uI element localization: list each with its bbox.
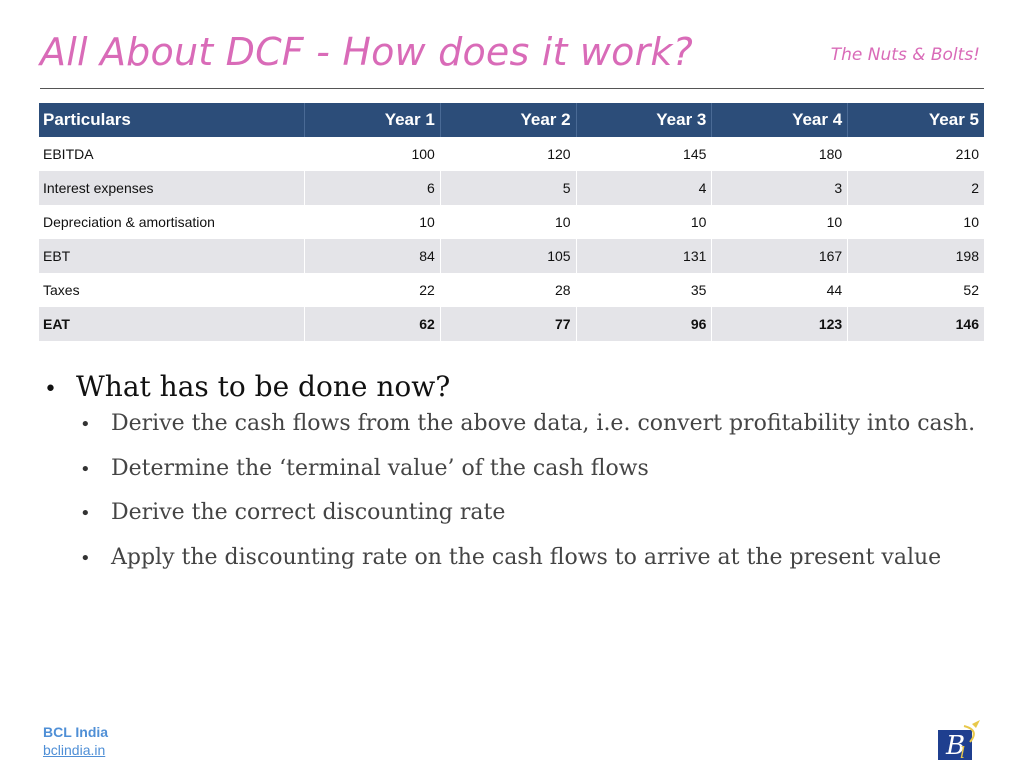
table-cell: 84 — [305, 239, 441, 273]
bullet-icon: • — [44, 377, 57, 402]
table-cell: 10 — [440, 205, 577, 239]
table-row: Depreciation & amortisation 10 10 10 10 … — [39, 205, 984, 239]
bullet-list: • What has to be done now? • Derive the … — [44, 370, 975, 589]
column-header: Year 4 — [712, 103, 849, 137]
bullet-icon: • — [80, 458, 91, 480]
table-cell: 120 — [440, 137, 577, 171]
row-label: Depreciation & amortisation — [39, 205, 305, 239]
row-label: EBITDA — [39, 137, 305, 171]
table-row: EBT 84 105 131 167 198 — [39, 239, 984, 273]
table-cell: 210 — [848, 137, 984, 171]
column-header: Year 2 — [440, 103, 577, 137]
bullet-text: Derive the cash flows from the above dat… — [111, 411, 976, 436]
table-row-total: EAT 62 77 96 123 146 — [39, 307, 984, 341]
table-cell: 35 — [576, 273, 713, 307]
title-divider — [40, 88, 984, 89]
footer-company-name: BCL India — [43, 724, 109, 740]
table-cell: 22 — [305, 273, 441, 307]
table-row: Interest expenses 6 5 4 3 2 — [39, 171, 984, 205]
table-cell: 77 — [440, 307, 577, 341]
table-cell: 6 — [305, 171, 441, 205]
table-cell: 4 — [576, 171, 713, 205]
table-header-row: Particulars Year 1 Year 2 Year 3 Year 4 … — [39, 103, 984, 137]
table-cell: 44 — [712, 273, 849, 307]
bullet-icon: • — [80, 547, 91, 569]
table-cell: 2 — [848, 171, 984, 205]
table-row: EBITDA 100 120 145 180 210 — [39, 137, 984, 171]
slide-title: All About DCF - How does it work? — [40, 30, 694, 74]
row-label: EBT — [39, 239, 305, 273]
table-cell: 52 — [848, 273, 984, 307]
list-item: • Determine the ‘terminal value’ of the … — [80, 456, 975, 501]
table-cell: 123 — [712, 307, 849, 341]
table-cell: 167 — [712, 239, 849, 273]
bullet-icon: • — [80, 503, 91, 524]
column-header: Year 5 — [848, 103, 984, 137]
table-cell: 62 — [305, 307, 441, 341]
table-cell: 180 — [712, 137, 849, 171]
bullet-text: Determine the ‘terminal value’ of the ca… — [111, 455, 649, 481]
bullet-icon: • — [80, 414, 91, 435]
table-cell: 10 — [305, 205, 441, 239]
column-header: Particulars — [39, 103, 305, 137]
table-cell: 145 — [576, 137, 713, 171]
list-item: • Derive the correct discounting rate — [80, 500, 975, 545]
row-label: Interest expenses — [39, 171, 305, 205]
row-label: Taxes — [39, 273, 305, 307]
table-cell: 100 — [305, 137, 441, 171]
row-label: EAT — [39, 307, 305, 341]
table-cell: 198 — [848, 239, 984, 273]
bullet-text: Derive the correct discounting rate — [111, 500, 506, 525]
list-item: • Derive the cash flows from the above d… — [80, 411, 975, 456]
bullet-text: Apply the discounting rate on the cash f… — [111, 544, 942, 570]
table-cell: 146 — [848, 307, 984, 341]
column-header: Year 3 — [576, 103, 713, 137]
table-cell: 5 — [440, 171, 577, 205]
column-header: Year 1 — [305, 103, 441, 137]
sub-bullet-list: • Derive the cash flows from the above d… — [80, 411, 975, 589]
list-item: • Apply the discounting rate on the cash… — [80, 545, 975, 590]
bullet-text: What has to be done now? — [76, 370, 451, 403]
table-cell: 10 — [576, 205, 713, 239]
bcl-logo-icon: B l — [938, 720, 980, 762]
svg-text:B: B — [945, 731, 965, 761]
table-cell: 28 — [440, 273, 577, 307]
table-cell: 10 — [848, 205, 984, 239]
table-cell: 96 — [576, 307, 713, 341]
svg-text:l: l — [960, 743, 965, 762]
table-cell: 3 — [712, 171, 849, 205]
table-cell: 105 — [440, 239, 577, 273]
table-row: Taxes 22 28 35 44 52 — [39, 273, 984, 307]
footer-website-link[interactable]: bclindia.in — [43, 742, 106, 758]
financials-table: Particulars Year 1 Year 2 Year 3 Year 4 … — [39, 103, 984, 341]
slide-tagline: The Nuts & Bolts! — [830, 45, 980, 65]
list-item: • What has to be done now? — [44, 370, 975, 403]
table-cell: 131 — [576, 239, 713, 273]
table-cell: 10 — [712, 205, 849, 239]
